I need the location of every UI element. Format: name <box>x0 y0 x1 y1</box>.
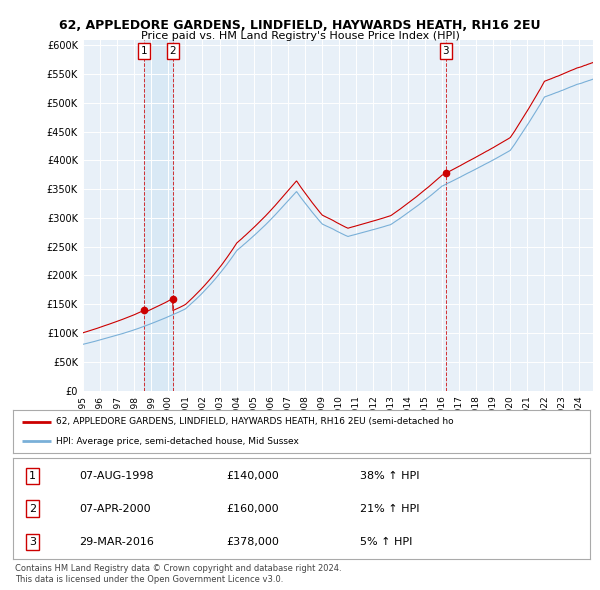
Text: 62, APPLEDORE GARDENS, LINDFIELD, HAYWARDS HEATH, RH16 2EU (semi-detached ho: 62, APPLEDORE GARDENS, LINDFIELD, HAYWAR… <box>56 417 454 426</box>
Text: Contains HM Land Registry data © Crown copyright and database right 2024.: Contains HM Land Registry data © Crown c… <box>15 564 341 573</box>
Text: 38% ↑ HPI: 38% ↑ HPI <box>359 471 419 481</box>
Text: £378,000: £378,000 <box>227 537 280 547</box>
Text: 62, APPLEDORE GARDENS, LINDFIELD, HAYWARDS HEATH, RH16 2EU: 62, APPLEDORE GARDENS, LINDFIELD, HAYWAR… <box>59 19 541 32</box>
Text: £140,000: £140,000 <box>227 471 280 481</box>
Text: 07-APR-2000: 07-APR-2000 <box>80 504 151 513</box>
Text: 2: 2 <box>29 504 37 513</box>
Bar <box>145 40 173 391</box>
Text: 07-AUG-1998: 07-AUG-1998 <box>80 471 154 481</box>
Text: 5% ↑ HPI: 5% ↑ HPI <box>359 537 412 547</box>
Text: 21% ↑ HPI: 21% ↑ HPI <box>359 504 419 513</box>
Text: Price paid vs. HM Land Registry's House Price Index (HPI): Price paid vs. HM Land Registry's House … <box>140 31 460 41</box>
Text: 3: 3 <box>29 537 37 547</box>
Text: 1: 1 <box>29 471 37 481</box>
Text: 29-MAR-2016: 29-MAR-2016 <box>80 537 154 547</box>
Text: 3: 3 <box>443 46 449 56</box>
Text: 1: 1 <box>141 46 148 56</box>
Text: HPI: Average price, semi-detached house, Mid Sussex: HPI: Average price, semi-detached house,… <box>56 437 299 445</box>
Text: 2: 2 <box>170 46 176 56</box>
Text: £160,000: £160,000 <box>227 504 280 513</box>
Text: This data is licensed under the Open Government Licence v3.0.: This data is licensed under the Open Gov… <box>15 575 283 584</box>
